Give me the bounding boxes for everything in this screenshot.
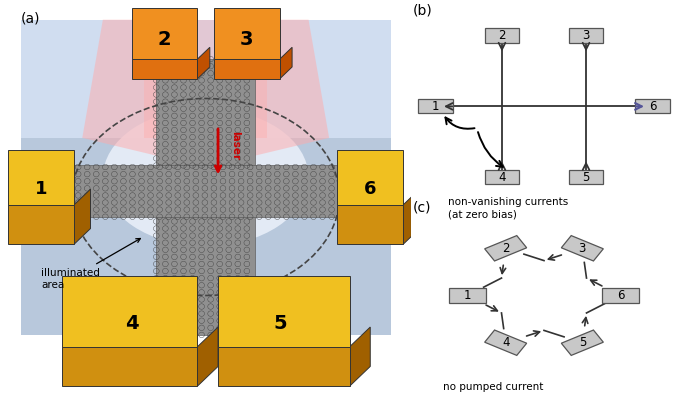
- Text: laser: laser: [231, 131, 241, 160]
- Text: 2: 2: [158, 30, 171, 49]
- Text: 6: 6: [364, 180, 377, 198]
- Bar: [568, 170, 603, 184]
- Text: illuminated
area: illuminated area: [41, 238, 140, 290]
- Text: 3: 3: [240, 30, 254, 49]
- Polygon shape: [279, 47, 292, 79]
- Bar: [568, 28, 603, 43]
- Polygon shape: [197, 327, 218, 386]
- Polygon shape: [214, 8, 279, 59]
- Text: 5: 5: [273, 314, 286, 333]
- Polygon shape: [156, 217, 255, 335]
- Polygon shape: [218, 276, 350, 347]
- Text: 5: 5: [579, 336, 586, 349]
- Polygon shape: [449, 288, 486, 303]
- Polygon shape: [8, 150, 74, 205]
- Polygon shape: [403, 197, 411, 244]
- Polygon shape: [62, 347, 197, 386]
- Polygon shape: [561, 330, 603, 355]
- Text: (at zero bias): (at zero bias): [447, 209, 516, 219]
- Polygon shape: [62, 276, 197, 347]
- Polygon shape: [485, 330, 527, 355]
- Polygon shape: [144, 20, 267, 138]
- Polygon shape: [218, 347, 350, 386]
- Text: non-vanishing currents: non-vanishing currents: [447, 197, 568, 207]
- Polygon shape: [602, 288, 639, 303]
- Polygon shape: [74, 189, 90, 244]
- Polygon shape: [197, 47, 210, 79]
- Text: 3: 3: [579, 242, 586, 255]
- Text: 4: 4: [502, 336, 509, 349]
- Text: (a): (a): [20, 12, 40, 26]
- Polygon shape: [33, 165, 379, 217]
- Polygon shape: [485, 236, 527, 261]
- Text: (b): (b): [413, 4, 432, 18]
- Text: 3: 3: [582, 29, 590, 42]
- Text: 2: 2: [502, 242, 509, 255]
- Polygon shape: [132, 59, 197, 79]
- Polygon shape: [0, 0, 411, 394]
- Text: 4: 4: [125, 314, 139, 333]
- Polygon shape: [8, 205, 74, 244]
- Polygon shape: [20, 20, 391, 335]
- Polygon shape: [561, 236, 603, 261]
- Text: 5: 5: [582, 171, 590, 184]
- Polygon shape: [337, 150, 403, 205]
- Text: 1: 1: [464, 289, 471, 302]
- Polygon shape: [156, 59, 255, 165]
- Text: 2: 2: [498, 29, 506, 42]
- Text: 1: 1: [35, 180, 48, 198]
- Polygon shape: [20, 20, 391, 138]
- Polygon shape: [214, 59, 279, 79]
- Text: 4: 4: [498, 171, 506, 184]
- Text: no pumped current: no pumped current: [443, 382, 543, 392]
- Bar: [485, 170, 520, 184]
- Bar: [636, 99, 670, 113]
- Polygon shape: [350, 327, 370, 386]
- Ellipse shape: [103, 108, 309, 246]
- Polygon shape: [132, 8, 197, 59]
- Text: 6: 6: [617, 289, 624, 302]
- Text: (c): (c): [413, 201, 431, 214]
- Polygon shape: [82, 20, 185, 158]
- Polygon shape: [226, 20, 329, 158]
- Bar: [485, 28, 520, 43]
- Polygon shape: [337, 205, 403, 244]
- Text: 6: 6: [649, 100, 657, 113]
- Text: 1: 1: [431, 100, 439, 113]
- Bar: [418, 99, 452, 113]
